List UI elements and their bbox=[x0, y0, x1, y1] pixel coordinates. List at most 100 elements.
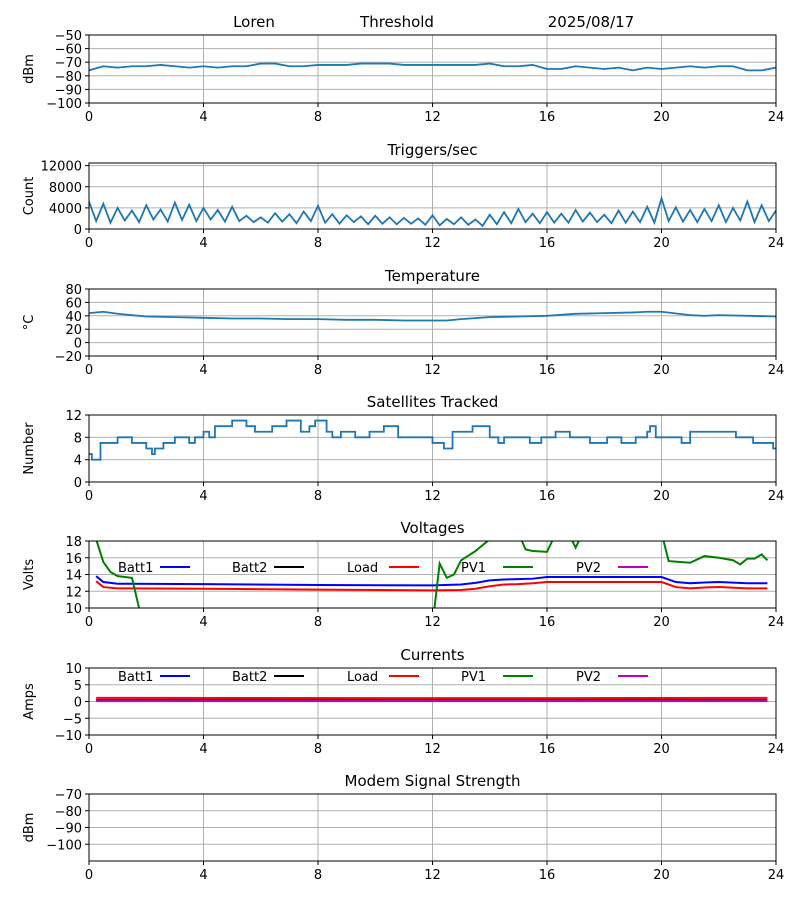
x-tick-label: 20 bbox=[653, 868, 670, 883]
y-tick-label: 40 bbox=[65, 310, 82, 325]
y-axis-label: dBm bbox=[22, 813, 37, 843]
y-tick-label: 0 bbox=[74, 223, 82, 238]
y-tick-label: 12 bbox=[65, 409, 82, 424]
x-tick-label: 24 bbox=[768, 868, 785, 883]
legend-label: Batt2 bbox=[232, 670, 267, 685]
y-tick-label: 8 bbox=[74, 431, 82, 446]
legend-label: Batt2 bbox=[232, 561, 267, 576]
x-tick-label: 16 bbox=[539, 363, 556, 378]
subplot-5: 0 4 8 12 16 20 24 −10 −50 5 10 Batt1 Batt2 Load PV1 PV2… bbox=[22, 646, 784, 757]
x-tick-label: 20 bbox=[653, 489, 670, 504]
x-tick-label: 8 bbox=[314, 742, 322, 757]
subplot-title: Triggers/sec bbox=[387, 141, 478, 159]
x-tick-label: 4 bbox=[199, 868, 207, 883]
x-tick-label: 0 bbox=[85, 236, 93, 251]
x-tick-label: 4 bbox=[199, 110, 207, 125]
legend-label: Load bbox=[347, 561, 378, 576]
x-tick-label: 16 bbox=[539, 615, 556, 630]
x-tick-label: 12 bbox=[424, 110, 441, 125]
series-line-triggers bbox=[89, 195, 776, 228]
subplot-title: Loren bbox=[233, 13, 275, 31]
subplot-title: Modem Signal Strength bbox=[345, 772, 521, 790]
y-tick-label: −70 bbox=[55, 56, 82, 71]
x-tick-label: 4 bbox=[199, 615, 207, 630]
x-tick-label: 24 bbox=[768, 236, 785, 251]
x-tick-label: 16 bbox=[539, 742, 556, 757]
plot-frame bbox=[88, 540, 777, 609]
y-tick-label: 5 bbox=[74, 679, 82, 694]
x-tick-label: 0 bbox=[85, 868, 93, 883]
subplot-3: 0 4 8 12 16 20 24 0 4 8 12 Number Satellites Tracked bbox=[22, 393, 784, 504]
y-tick-label: 16 bbox=[65, 552, 82, 567]
subplot-title: Satellites Tracked bbox=[367, 393, 498, 411]
legend-label: PV2 bbox=[576, 561, 601, 576]
x-tick-label: 4 bbox=[199, 363, 207, 378]
x-tick-label: 12 bbox=[424, 615, 441, 630]
y-tick-label: −50 bbox=[55, 29, 82, 44]
x-tick-label: 20 bbox=[653, 236, 670, 251]
subplot-title: Temperature bbox=[384, 267, 480, 285]
y-tick-label: −100 bbox=[46, 97, 82, 112]
x-tick-label: 24 bbox=[768, 742, 785, 757]
x-tick-label: 20 bbox=[653, 110, 670, 125]
series-line-satellites bbox=[89, 419, 776, 461]
y-tick-label: 4 bbox=[74, 454, 82, 469]
y-tick-label: −80 bbox=[55, 70, 82, 85]
y-axis-label: °C bbox=[22, 315, 37, 331]
y-tick-label: 20 bbox=[65, 323, 82, 338]
y-tick-label: 10 bbox=[65, 662, 82, 677]
x-tick-label: 20 bbox=[653, 615, 670, 630]
x-tick-label: 20 bbox=[653, 742, 670, 757]
x-tick-label: 0 bbox=[85, 363, 93, 378]
x-tick-label: 16 bbox=[539, 110, 556, 125]
y-tick-label: −90 bbox=[55, 83, 82, 98]
x-tick-label: 8 bbox=[314, 868, 322, 883]
y-tick-label: 12 bbox=[65, 585, 82, 600]
x-tick-label: 4 bbox=[199, 236, 207, 251]
y-axis-label: Count bbox=[22, 177, 37, 216]
y-tick-label: −20 bbox=[55, 350, 82, 365]
y-tick-label: 14 bbox=[65, 569, 82, 584]
x-tick-label: 24 bbox=[768, 363, 785, 378]
legend-label: PV2 bbox=[576, 670, 601, 685]
subplot-title: Currents bbox=[400, 646, 464, 664]
y-tick-label: 10 bbox=[65, 602, 82, 617]
subplot-title: Threshold bbox=[359, 13, 434, 31]
series-line-load bbox=[95, 580, 768, 592]
x-tick-label: 20 bbox=[653, 363, 670, 378]
x-tick-label: 24 bbox=[768, 110, 785, 125]
x-tick-label: 0 bbox=[85, 742, 93, 757]
subplot-6: 0 4 8 12 16 20 24 −70 −80 −90−100 dBm Modem Signal … bbox=[22, 772, 784, 883]
plot-frame bbox=[88, 667, 777, 736]
y-tick-label: −5 bbox=[63, 712, 82, 727]
y-tick-label: −10 bbox=[55, 729, 82, 744]
x-tick-label: 12 bbox=[424, 868, 441, 883]
series-line-temperature bbox=[89, 310, 776, 322]
x-tick-label: 16 bbox=[539, 236, 556, 251]
y-tick-label: 0 bbox=[74, 696, 82, 711]
x-tick-label: 12 bbox=[424, 742, 441, 757]
x-tick-label: 8 bbox=[314, 615, 322, 630]
y-tick-label: −60 bbox=[55, 43, 82, 58]
x-tick-label: 0 bbox=[85, 110, 93, 125]
subplot-title: 2025/08/17 bbox=[548, 13, 634, 31]
subplot-title: Voltages bbox=[400, 519, 464, 537]
y-tick-label: −90 bbox=[55, 822, 82, 837]
plot-frame bbox=[88, 162, 777, 230]
x-tick-label: 0 bbox=[85, 489, 93, 504]
legend-label: PV1 bbox=[461, 561, 486, 576]
y-tick-label: 60 bbox=[65, 296, 82, 311]
x-tick-label: 8 bbox=[314, 236, 322, 251]
x-tick-label: 0 bbox=[85, 615, 93, 630]
subplot-0: 0 4 8 12 16 20 24 −50−60−70−80−90−100 dBm Loren Th… bbox=[22, 13, 784, 125]
y-tick-label: −100 bbox=[46, 838, 82, 853]
x-tick-label: 16 bbox=[539, 868, 556, 883]
subplot-1: 0 4 8 12 16 20 24 0 4000 8000 12000 Count Triggers/s… bbox=[22, 141, 784, 251]
plot-frame bbox=[88, 414, 777, 483]
y-tick-label: −80 bbox=[55, 805, 82, 820]
legend-label: Batt1 bbox=[118, 561, 153, 576]
series-line-pv1 bbox=[95, 541, 769, 608]
x-tick-label: 4 bbox=[199, 742, 207, 757]
